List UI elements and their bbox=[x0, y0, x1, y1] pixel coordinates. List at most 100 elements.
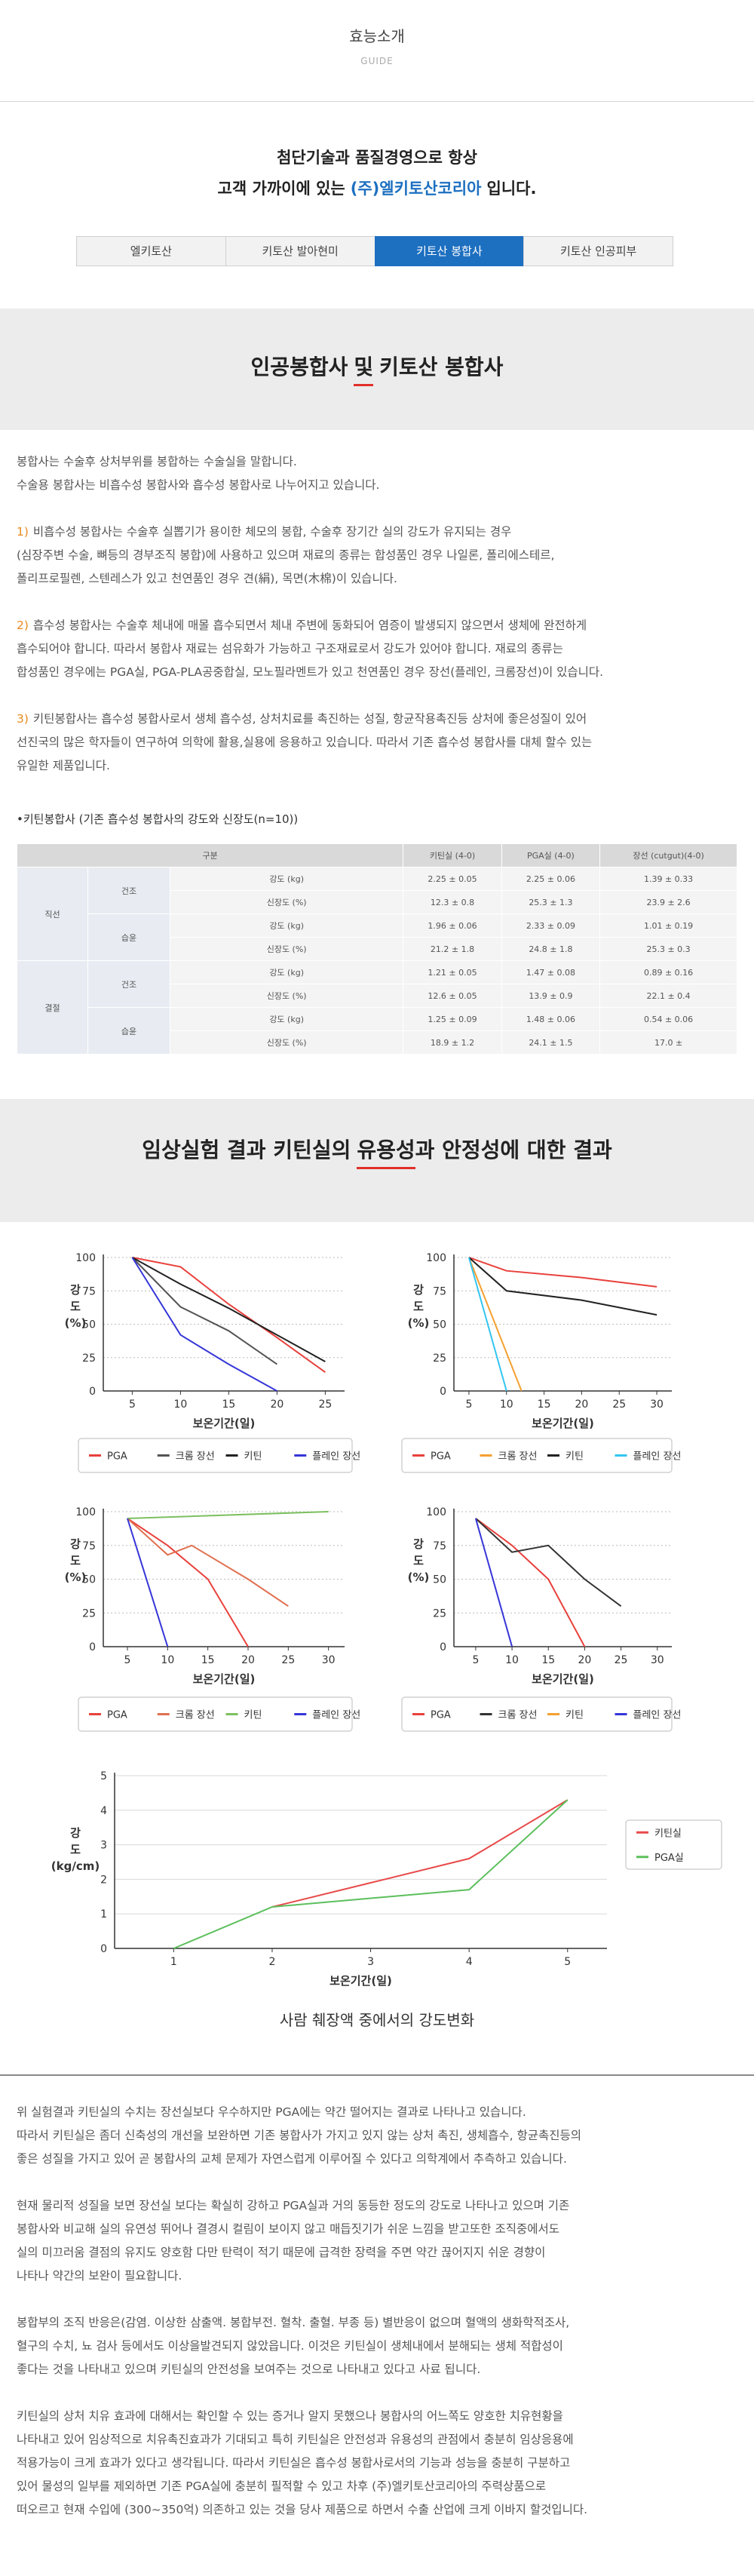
data-line bbox=[127, 1511, 329, 1519]
x-tick-label: 2 bbox=[268, 1956, 275, 1968]
title-highlight: 유용성 bbox=[357, 1138, 415, 1169]
legend-label: PGA실 bbox=[654, 1853, 684, 1864]
x-tick-label: 15 bbox=[541, 1654, 555, 1666]
text: 키틴실의 상처 치유 효과에 대해서는 확인할 수 있는 증거나 알지 못했으나… bbox=[17, 2409, 563, 2423]
x-tick-label: 25 bbox=[615, 1654, 628, 1666]
tab[interactable]: 키토산 발아현미 bbox=[225, 236, 375, 266]
text-line: 좋은 성질을 가지고 있어 곧 봉합사의 교체 문제가 자연스럽게 이루어질 수… bbox=[17, 2148, 748, 2171]
value-cell: 1.47 ± 0.08 bbox=[501, 960, 601, 984]
text: 키틴봉합사는 흡수성 봉합사로서 생체 흡수성, 상처치료를 촉진하는 성질, … bbox=[32, 712, 587, 726]
x-tick-label: 10 bbox=[505, 1654, 519, 1666]
data-line bbox=[127, 1518, 289, 1607]
data-line bbox=[127, 1518, 169, 1647]
x-tick-label: 10 bbox=[173, 1399, 187, 1411]
divider bbox=[0, 101, 754, 102]
x-tick-label: 15 bbox=[222, 1399, 235, 1411]
x-tick-label: 20 bbox=[575, 1399, 588, 1411]
text-line: 나타나 약간의 보완이 필요합니다. bbox=[17, 2264, 748, 2288]
text-line: 2) 흡수성 봉합사는 수술후 체내에 매몰 흡수되면서 체내 주변에 동화되어 … bbox=[17, 614, 748, 637]
value-cell: 21.2 ± 1.8 bbox=[403, 937, 502, 961]
y-tick-label: 0 bbox=[440, 1386, 446, 1398]
text: 흡수성 봉합사는 수술후 체내에 매몰 흡수되면서 체내 주변에 동화되어 염증… bbox=[32, 619, 587, 632]
data-line bbox=[475, 1518, 586, 1647]
text: 떠오르고 현재 수입에 (300~350억) 의존하고 있는 것을 당사 제품으… bbox=[17, 2503, 588, 2516]
header-cell: 장선 (cutgut)(4-0) bbox=[599, 843, 737, 867]
data-line bbox=[474, 1518, 513, 1647]
tab[interactable]: 키토산 인공피부 bbox=[523, 236, 673, 266]
y-axis-label: 도 bbox=[413, 1554, 424, 1567]
y-axis-label: 강 bbox=[70, 1826, 81, 1840]
text-line: 위 실험결과 키틴실의 수치는 장선실보다 우수하지만 PGA에는 약간 떨어지… bbox=[17, 2101, 748, 2124]
paragraph: 봉합부의 조직 반응은(감염. 이상한 삼출액. 봉합부전. 혈착. 출혈. 부… bbox=[17, 2311, 748, 2381]
paragraph: 3) 키틴봉합사는 흡수성 봉합사로서 생체 흡수성, 상처치료를 촉진하는 성질… bbox=[17, 708, 748, 778]
chart: 0 25 50 75 100 5 10 15 20 25 30 보온기간(일) 강도 (%) PGA 크롬 장… bbox=[65, 1506, 360, 1732]
y-axis-label: 강 bbox=[413, 1283, 424, 1297]
value-cell: 25.3 ± 0.3 bbox=[599, 937, 737, 961]
brand-name: (주)엘키토산코리아 bbox=[350, 180, 482, 198]
y-axis-label: 도 bbox=[70, 1554, 81, 1567]
legend-label: 플레인 장선 bbox=[633, 1451, 682, 1463]
y-axis-label: (%) bbox=[65, 1570, 87, 1584]
condition-cell: 습윤 bbox=[87, 1007, 170, 1055]
text-line: 흡수되어야 합니다. 따라서 봉합사 재료는 섬유화가 가능하고 구조재료로서 … bbox=[17, 637, 748, 661]
value-cell: 1.01 ± 0.19 bbox=[599, 913, 737, 938]
chart: 0 25 50 75 100 5 10 15 20 25 보온기간(일) 강도 (%) PGA 크롬 장선 키… bbox=[65, 1252, 360, 1473]
x-tick-label: 20 bbox=[270, 1399, 284, 1411]
y-tick-label: 75 bbox=[433, 1540, 446, 1552]
list-marker: 3) bbox=[17, 712, 29, 726]
condition-cell: 습윤 bbox=[87, 913, 170, 961]
paragraph: 봉합사는 수술후 상처부위를 봉합하는 수술실을 말합니다. 수술용 봉합사는 비… bbox=[17, 450, 748, 497]
text-line: 키틴실의 상처 치유 효과에 대해서는 확인할 수 있는 증거나 알지 못했으나… bbox=[17, 2405, 748, 2428]
table-row: 직선 건조 강도 (kg) 2.25 ± 0.05 2.25 ± 0.06 1.39 ± … bbox=[17, 867, 737, 961]
value-cell: 2.25 ± 0.06 bbox=[501, 867, 601, 891]
title-text: 키토산 봉합사 bbox=[379, 355, 504, 379]
x-tick-label: 5 bbox=[564, 1956, 571, 1968]
x-axis-label: 보온기간(일) bbox=[193, 1672, 256, 1686]
text: 선진국의 많은 학자들이 연구하여 의학에 활용,실용에 응용하고 있습니다. … bbox=[17, 735, 593, 749]
row-label: 강도 (kg) bbox=[169, 913, 404, 938]
text: 합성품인 경우에는 PGA실, PGA-PLA공중합실, 모노필라멘트가 있고 … bbox=[17, 665, 604, 679]
legend-box bbox=[78, 1438, 353, 1473]
row-label: 신장도 (%) bbox=[169, 984, 404, 1008]
data-line bbox=[271, 1799, 569, 1908]
header-cell: PGA실 (4-0) bbox=[501, 843, 601, 867]
condition-cell: 건조 bbox=[87, 867, 170, 914]
tab[interactable]: 엘키토산 bbox=[76, 236, 226, 266]
text-line: 떠오르고 현재 수입에 (300~350억) 의존하고 있는 것을 당사 제품으… bbox=[17, 2498, 748, 2522]
y-tick-label: 0 bbox=[100, 1943, 107, 1955]
table-caption: •키틴봉합사 (기존 흡수성 봉합사의 강도와 신장도(n=10)) bbox=[17, 812, 299, 826]
x-tick-label: 20 bbox=[578, 1654, 591, 1666]
y-tick-label: 5 bbox=[100, 1770, 107, 1782]
value-cell: 2.25 ± 0.05 bbox=[403, 867, 502, 891]
value-cell: 1.25 ± 0.09 bbox=[403, 1007, 502, 1031]
data-line bbox=[131, 1257, 277, 1365]
text-line: 수술용 봉합사는 비흡수성 봉합사와 흡수성 봉합사로 나누어지고 있습니다. bbox=[17, 474, 748, 497]
tab[interactable]: 키토산 봉합사 bbox=[374, 236, 525, 266]
x-tick-label: 15 bbox=[538, 1399, 551, 1411]
condition-cell: 건조 bbox=[87, 960, 170, 1008]
y-tick-label: 3 bbox=[100, 1840, 107, 1852]
legend-label: 키틴 bbox=[244, 1710, 262, 1721]
legend-label: PGA bbox=[107, 1710, 127, 1721]
value-cell: 1.96 ± 0.06 bbox=[403, 913, 502, 938]
data-line bbox=[475, 1518, 622, 1607]
text-line: (심장주변 수술, 뼈등의 경부조직 봉합)에 사용하고 있으며 재료의 종류는… bbox=[17, 544, 748, 567]
x-tick-label: 4 bbox=[466, 1956, 473, 1968]
table-row: 결절 건조 강도 (kg) 1.21 ± 0.05 1.47 ± 0.08 0.89 ± … bbox=[17, 960, 737, 1055]
value-cell: 0.54 ± 0.06 bbox=[599, 1007, 737, 1031]
x-tick-label: 25 bbox=[612, 1399, 626, 1411]
text-line: 있어 물성의 일부를 제외하면 기존 PGA실에 충분히 필적할 수 있고 차후… bbox=[17, 2475, 748, 2498]
section-band bbox=[0, 1099, 754, 1222]
group-cell: 결절 bbox=[17, 960, 88, 1055]
header-cell: 구분 bbox=[16, 843, 404, 867]
x-tick-label: 3 bbox=[367, 1956, 374, 1968]
intro-line: 첨단기술과 품질경영으로 항상 bbox=[277, 149, 477, 167]
header-row: 구분 키틴실 (4-0) PGA실 (4-0) 장선 (cutgut)(4-0) bbox=[16, 843, 737, 867]
y-tick-label: 4 bbox=[100, 1805, 107, 1817]
legend-label: PGA bbox=[431, 1710, 451, 1721]
y-tick-label: 25 bbox=[433, 1352, 446, 1365]
x-tick-label: 30 bbox=[322, 1654, 336, 1666]
x-tick-label: 1 bbox=[170, 1956, 177, 1968]
value-cell: 1.21 ± 0.05 bbox=[403, 960, 502, 984]
